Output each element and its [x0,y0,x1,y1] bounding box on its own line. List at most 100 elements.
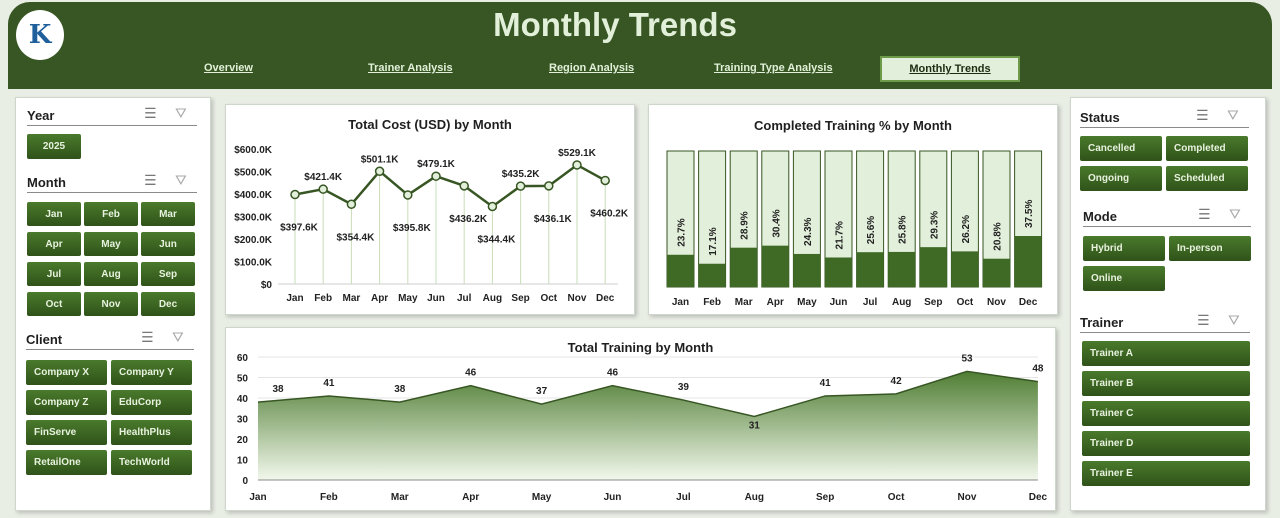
client-option[interactable]: TechWorld [111,450,192,475]
client-option[interactable]: RetailOne [26,450,107,475]
month-slicer-title: Month [27,175,66,190]
x-tick-label: Sep [816,492,834,503]
trainer-option[interactable]: Trainer A [1082,341,1250,366]
data-point [431,171,441,181]
status-option[interactable]: Scheduled [1166,166,1248,191]
multi-select-icon[interactable]: ☰ [1197,313,1210,329]
data-point [544,181,554,191]
nav-region-analysis[interactable]: Region Analysis [549,62,635,74]
month-option[interactable]: Jan [27,202,81,226]
data-label: $344.4K [477,235,516,246]
client-option[interactable]: HealthPlus [111,420,192,445]
trainer-option[interactable]: Trainer E [1082,461,1250,486]
data-label: 38 [272,384,284,395]
bar-fill [919,247,947,287]
x-tick-label: Jun [830,297,848,308]
status-slicer-title: Status [1080,110,1120,125]
clear-filter-icon[interactable]: ⛛ [1228,313,1240,329]
month-option[interactable]: Mar [141,202,195,226]
status-option[interactable]: Cancelled [1080,136,1162,161]
bar-fill [793,253,821,287]
mode-option[interactable]: Online [1083,266,1165,291]
clear-filter-icon[interactable]: ⛛ [1229,207,1241,223]
month-option[interactable]: Oct [27,292,81,316]
clear-filter-icon[interactable]: ⛛ [172,330,184,346]
status-option[interactable]: Completed [1166,136,1248,161]
year-slicer-title: Year [27,108,55,123]
completed-bar-chart: 23.7% Jan 17.1% Feb 28.9% Mar 30.4% Apr 24.3% May… [666,150,1043,308]
y-tick-label: $400.0K [234,190,273,201]
mode-slicer-title: Mode [1083,209,1117,224]
x-tick-label: Nov [987,297,1006,308]
cost-chart-title: Total Cost (USD) by Month [348,117,512,132]
data-label: $395.8K [393,223,432,234]
y-tick-label: $300.0K [234,213,273,224]
multi-select-icon[interactable]: ☰ [1198,207,1211,223]
month-option[interactable]: Sep [141,262,195,286]
trainer-option[interactable]: Trainer B [1082,371,1250,396]
clear-filter-icon[interactable]: ⛛ [175,173,187,189]
multi-select-icon[interactable]: ☰ [144,106,157,122]
bar-fill [730,247,758,287]
nav-trainer-analysis[interactable]: Trainer Analysis [368,62,453,74]
trainer-slicer-title: Trainer [1080,315,1124,330]
data-label: 37 [536,386,548,397]
data-point [459,181,469,191]
data-label: 31 [749,420,761,431]
data-point [572,160,582,170]
x-tick-label: Jan [249,492,266,503]
month-option[interactable]: Feb [84,202,138,226]
client-option[interactable]: FinServe [26,420,107,445]
divider [1080,332,1250,333]
month-option[interactable]: Apr [27,232,81,256]
month-option[interactable]: Aug [84,262,138,286]
data-label: 48 [1032,364,1044,375]
client-slicer-title: Client [26,332,63,347]
client-option[interactable]: EduCorp [111,390,192,415]
training-area-chart: 0 10 20 30 40 50 60 38 Jan 41 Feb 38 Mar 46 Apr 37 May 46… [237,353,1048,503]
data-label: 41 [323,378,335,389]
data-label: 42 [891,376,903,387]
data-label: 23.7% [677,218,688,246]
x-tick-label: Mar [391,492,409,503]
multi-select-icon[interactable]: ☰ [141,330,154,346]
x-tick-label: Jan [286,293,303,304]
data-label: 17.1% [708,227,719,255]
data-label: $479.1K [417,159,456,170]
x-tick-label: Aug [483,293,502,304]
client-option[interactable]: Company X [26,360,107,385]
month-option[interactable]: Jun [141,232,195,256]
status-option[interactable]: Ongoing [1080,166,1162,191]
divider [27,192,197,193]
month-option[interactable]: Jul [27,262,81,286]
month-option[interactable]: Dec [141,292,195,316]
data-point [290,189,300,200]
month-option[interactable]: Nov [84,292,138,316]
client-option[interactable]: Company Z [26,390,107,415]
multi-select-icon[interactable]: ☰ [1196,108,1209,124]
client-option[interactable]: Company Y [111,360,192,385]
nav-overview[interactable]: Overview [204,62,253,74]
y-tick-label: 20 [237,435,249,446]
x-tick-label: May [398,293,418,304]
page-title: Monthly Trends [493,6,737,43]
nav-monthly-trends[interactable]: Monthly Trends [880,56,1020,82]
mode-option[interactable]: In-person [1169,236,1251,261]
nav-training-type-analysis[interactable]: Training Type Analysis [714,62,833,74]
year-option[interactable]: 2025 [27,134,81,159]
y-tick-label: 50 [237,374,249,385]
data-label: 39 [678,382,690,393]
mode-option[interactable]: Hybrid [1083,236,1165,261]
x-tick-label: Aug [745,492,764,503]
y-tick-label: 40 [237,394,249,405]
x-tick-label: Oct [888,492,905,503]
x-tick-label: Dec [1019,297,1038,308]
multi-select-icon[interactable]: ☰ [144,173,157,189]
clear-filter-icon[interactable]: ⛛ [175,106,187,122]
trainer-option[interactable]: Trainer D [1082,431,1250,456]
data-point [487,201,498,212]
trainer-option[interactable]: Trainer C [1082,401,1250,426]
clear-filter-icon[interactable]: ⛛ [1227,108,1239,124]
month-option[interactable]: May [84,232,138,256]
bar-fill [825,257,852,287]
